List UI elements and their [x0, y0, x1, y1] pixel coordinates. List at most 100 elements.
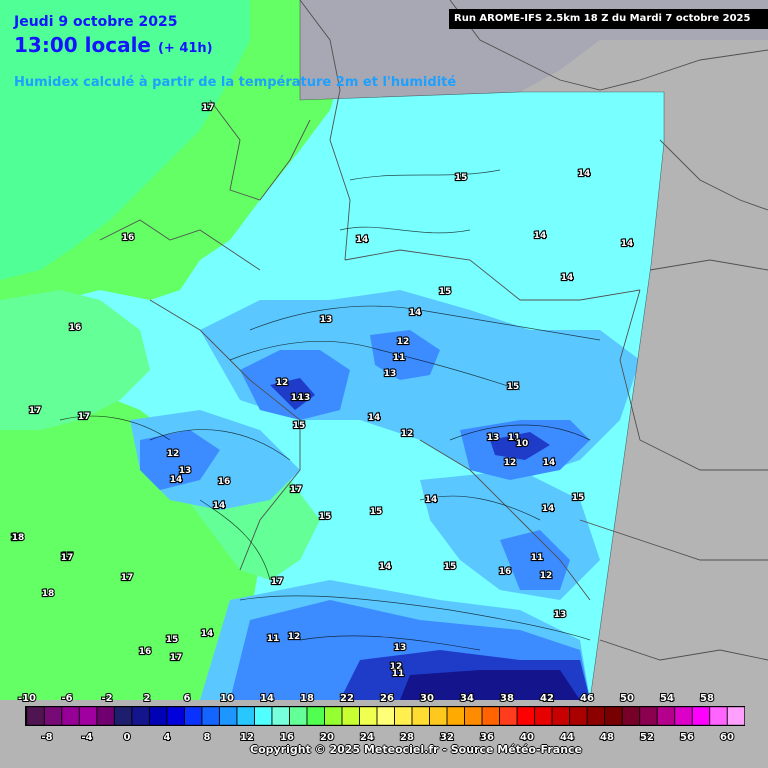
legend-tick-label: 10	[220, 693, 234, 704]
humidex-value-label: 15	[572, 493, 585, 503]
legend-tick-label: 48	[600, 732, 614, 743]
legend-tick-label: -8	[41, 732, 52, 743]
legend-swatch	[236, 706, 255, 726]
humidex-value-label: 14	[561, 273, 574, 283]
legend-swatch	[639, 706, 658, 726]
legend-tick-label: 16	[280, 732, 294, 743]
contours	[59, 169, 601, 651]
humidex-field	[0, 0, 664, 700]
zone-16-sea	[0, 0, 250, 280]
parameter-title: Humidex calculé à partir de la températu…	[14, 75, 457, 90]
humidex-value-label: 17	[290, 485, 303, 495]
legend-tick-label: 44	[560, 732, 574, 743]
zone-south-west	[0, 390, 260, 700]
humidex-value-label: 15	[293, 421, 306, 431]
legend-swatch	[254, 706, 272, 726]
forecast-time: 13:00 locale (+ 41h)	[14, 33, 213, 57]
legend-swatch	[306, 706, 325, 726]
legend-tick-label: 36	[480, 732, 494, 743]
legend-tick-label: 54	[660, 693, 674, 704]
humidex-value-label: 16	[139, 647, 152, 657]
zone-dark-core-1	[270, 378, 315, 410]
legend-swatch	[727, 706, 745, 726]
legend-tick-label: 40	[520, 732, 534, 743]
legend-swatch	[447, 706, 465, 726]
humidex-value-label: 14	[368, 413, 381, 423]
legend-tick-label: 6	[184, 693, 191, 704]
humidex-value-label: 11	[392, 669, 405, 679]
legend-swatch	[429, 706, 447, 726]
forecast-date: Jeudi 9 octobre 2025	[14, 14, 178, 30]
legend-tick-label: 0	[124, 732, 131, 743]
legend-swatch	[271, 706, 290, 726]
zone-blue-5	[500, 530, 570, 590]
humidex-value-label: 13	[298, 393, 311, 403]
legend-swatch	[499, 706, 518, 726]
humidex-value-label: 12	[540, 571, 553, 581]
humidex-value-label: 18	[12, 533, 25, 543]
legend-swatch	[587, 706, 605, 726]
domain-border	[299, 0, 665, 701]
humidex-value-label: 13	[394, 643, 407, 653]
legend-tick-label: 60	[720, 732, 734, 743]
legend-tick-label: 20	[320, 732, 334, 743]
legend-swatch	[61, 706, 80, 726]
legend-tick-label: 24	[360, 732, 374, 743]
legend-swatch	[552, 706, 570, 726]
legend-tick-label: -6	[61, 693, 72, 704]
humidex-value-label: 15	[507, 382, 520, 392]
zone-dark-core-2	[490, 432, 550, 460]
humidex-value-label: 17	[202, 103, 215, 113]
run-info: Run AROME-IFS 2.5km 18 Z du Mardi 7 octo…	[449, 9, 768, 29]
legend-swatch	[131, 706, 150, 726]
legend-tick-label: -2	[101, 693, 112, 704]
legend-swatch	[394, 706, 412, 726]
legend-tick-label: 34	[460, 693, 474, 704]
legend-tick-label: 18	[300, 693, 314, 704]
humidex-value-label: 15	[166, 635, 179, 645]
humidex-value-label: 14	[170, 475, 183, 485]
legend-swatch	[412, 706, 430, 726]
legend-top-ticks: -10 -6 -2 2 6 10 14 18 22 26 30 34 38 42 46 50 54 58	[17, 692, 715, 705]
legend-swatch	[166, 706, 185, 726]
legend-swatch	[184, 706, 202, 726]
legend-swatch	[377, 706, 395, 726]
humidex-value-label: 18	[11, 533, 24, 543]
legend-swatch	[692, 706, 710, 726]
humidex-value-label: 15	[319, 512, 332, 522]
humidex-value-label: 13	[554, 610, 567, 620]
humidex-value-label: 14	[356, 235, 369, 245]
legend-tick-label: 22	[340, 693, 354, 704]
legend-swatch	[44, 706, 62, 726]
humidex-value-label: 13	[320, 315, 333, 325]
humidex-value-label: 15	[439, 287, 452, 297]
humidex-value-label: 14	[578, 169, 591, 179]
legend-tick-label: 2	[144, 693, 151, 704]
legend-tick-label: -4	[81, 732, 92, 743]
humidex-value-label: 17	[78, 412, 91, 422]
legend-tick-label: 50	[620, 693, 634, 704]
humidex-value-label: 14	[621, 239, 634, 249]
legend-tick-label: 46	[580, 693, 594, 704]
legend-tick-label: 28	[400, 732, 414, 743]
humidex-value-label: 12	[390, 662, 403, 672]
legend-tick-label: 30	[420, 693, 434, 704]
legend-tick-label: 38	[500, 693, 514, 704]
borders	[99, 0, 768, 661]
humidex-value-label: 16	[499, 567, 512, 577]
humidex-value-label: 14	[201, 629, 214, 639]
humidex-value-label: 17	[61, 553, 74, 563]
humidex-value-label: 11	[393, 353, 406, 363]
legend-tick-label: 8	[204, 732, 211, 743]
legend-tick-label: 12	[240, 732, 254, 743]
legend-swatch	[201, 706, 220, 726]
legend-tick-label: 52	[640, 732, 654, 743]
legend-swatch	[482, 706, 500, 726]
zone-darkest-south	[400, 670, 580, 700]
legend-swatch	[342, 706, 360, 726]
humidex-value-label: 12	[167, 449, 180, 459]
humidex-value-label: 14	[409, 308, 422, 318]
humidex-value-label: 16	[69, 323, 82, 333]
legend-swatch	[517, 706, 535, 726]
